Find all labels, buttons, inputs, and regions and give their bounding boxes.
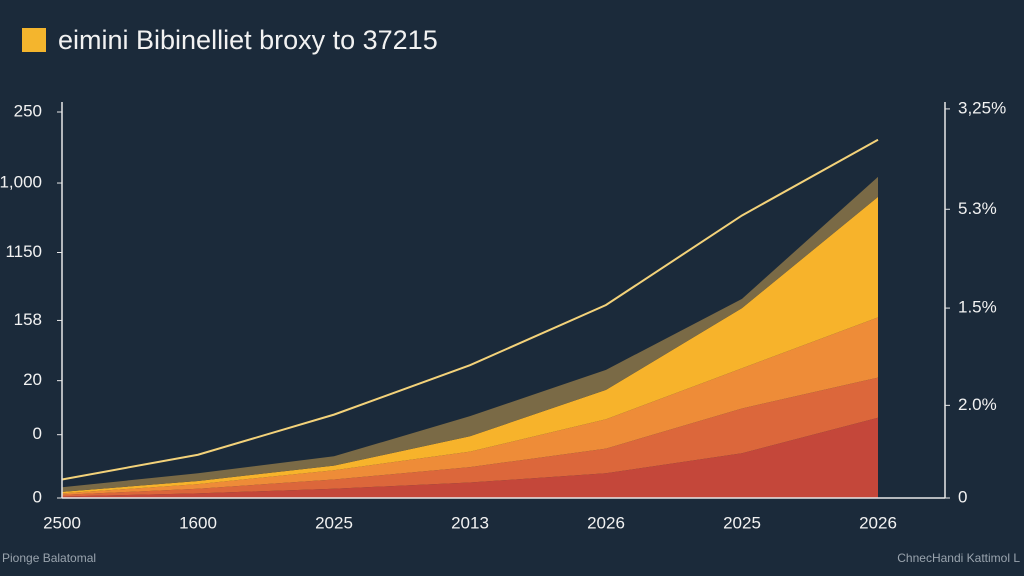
y-tick-label: 250 bbox=[14, 101, 42, 120]
area bbox=[62, 176, 878, 492]
y2-tick-label: 5.3% bbox=[958, 199, 997, 218]
y2-tick-label: 3,25% bbox=[958, 98, 1006, 117]
y2-tick-label: 0 bbox=[958, 487, 967, 506]
y-tick-label: 1,000 bbox=[0, 173, 42, 192]
x-tick-label: 1600 bbox=[179, 513, 217, 532]
y-tick-label: 0 bbox=[33, 487, 42, 506]
area bbox=[62, 417, 878, 498]
area bbox=[62, 196, 878, 494]
x-tick-label: 2026 bbox=[859, 513, 897, 532]
footnote: ChnecHandi Kattimol L bbox=[897, 551, 1020, 565]
x-tick-label: 2025 bbox=[723, 513, 761, 532]
title-icon bbox=[22, 28, 46, 52]
area bbox=[62, 377, 878, 497]
y2-tick-label: 1.5% bbox=[958, 298, 997, 317]
chart-title: eimini Bibinelliet broxy to 37215 bbox=[58, 25, 438, 55]
y-tick-label: 1150 bbox=[5, 242, 42, 261]
trend-line bbox=[61, 138, 879, 481]
y-tick-label: 0 bbox=[33, 424, 42, 443]
y2-tick-label: 2.0% bbox=[958, 395, 997, 414]
y-tick-label: 158 bbox=[14, 310, 42, 329]
x-tick-label: 2500 bbox=[43, 513, 81, 532]
x-tick-label: 2025 bbox=[315, 513, 353, 532]
x-tick-label: 2026 bbox=[587, 513, 625, 532]
y-tick-label: 20 bbox=[23, 370, 42, 389]
area bbox=[62, 317, 878, 495]
footnote: Pionge Balatomal bbox=[2, 551, 96, 565]
x-tick-label: 2013 bbox=[451, 513, 489, 532]
